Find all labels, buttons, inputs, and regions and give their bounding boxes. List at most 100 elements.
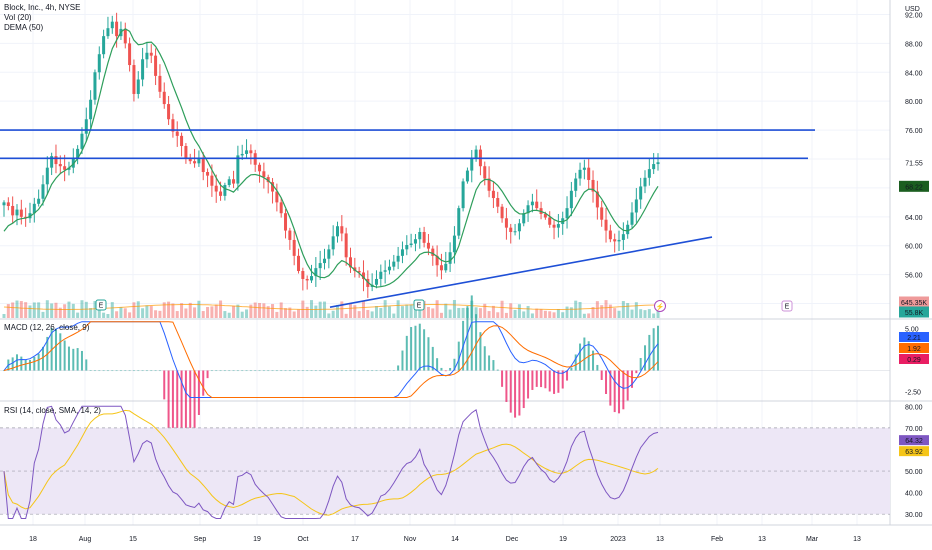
candle-body[interactable] [448,252,452,264]
candle-body[interactable] [297,255,301,272]
candle-body[interactable] [656,162,660,165]
candle-body[interactable] [530,201,534,206]
candle-body[interactable] [626,224,630,235]
candle-body[interactable] [353,267,357,272]
candle-body[interactable] [11,205,15,216]
candle-body[interactable] [15,209,19,216]
candle-body[interactable] [621,234,625,240]
candle-body[interactable] [543,213,547,218]
candle-body[interactable] [80,133,84,149]
candle-body[interactable] [452,235,456,253]
candle-body[interactable] [63,166,67,170]
candle-body[interactable] [340,226,344,234]
candle-body[interactable] [409,243,413,246]
candle-body[interactable] [465,170,469,182]
candle-body[interactable] [522,213,526,224]
candle-body[interactable] [145,52,149,60]
candle-body[interactable] [474,149,478,159]
candle-body[interactable] [197,159,201,164]
candle-body[interactable] [617,239,621,242]
candle-body[interactable] [67,167,71,170]
candle-body[interactable] [574,178,578,191]
candle-body[interactable] [435,255,439,266]
candle-body[interactable] [634,199,638,213]
candle-body[interactable] [32,203,36,214]
candle-body[interactable] [154,55,158,76]
candle-body[interactable] [318,263,322,269]
candle-body[interactable] [149,52,153,56]
candle-body[interactable] [305,278,309,281]
candle-body[interactable] [491,190,495,199]
candle-body[interactable] [19,209,23,217]
candle-body[interactable] [613,239,617,242]
earnings-badge[interactable] [413,299,425,311]
candle-body[interactable] [97,54,101,73]
candle-body[interactable] [496,198,500,207]
candle-body[interactable] [379,271,383,279]
candle-body[interactable] [470,158,474,171]
dema-legend[interactable]: DEMA (50) [4,23,44,32]
candle-body[interactable] [331,236,335,250]
candle-body[interactable] [240,153,244,156]
rsi-legend[interactable]: RSI (14, close, SMA, 14, 2) [4,406,101,415]
candle-body[interactable] [556,224,560,228]
candle-body[interactable] [604,219,608,231]
candle-body[interactable] [110,21,114,29]
candle-body[interactable] [591,179,595,192]
candle-body[interactable] [647,169,651,178]
candle-body[interactable] [136,79,140,94]
candle-body[interactable] [201,159,205,173]
candle-body[interactable] [258,164,262,172]
candle-body[interactable] [93,72,97,100]
candle-body[interactable] [89,99,93,120]
candle-body[interactable] [600,207,604,220]
candle-body[interactable] [431,248,435,256]
candle-body[interactable] [102,36,106,55]
macd-legend[interactable]: MACD (12, 26, close, 9) [4,323,90,332]
candle-body[interactable] [643,177,647,187]
support-trendline[interactable] [329,236,713,308]
candle-body[interactable] [162,91,166,105]
candle-body[interactable] [180,135,184,146]
candle-body[interactable] [115,21,119,37]
candle-body[interactable] [266,177,270,183]
candle-body[interactable] [301,271,305,279]
earnings-badge[interactable] [95,299,107,311]
candle-body[interactable] [6,202,10,206]
candle-body[interactable] [2,202,6,206]
candle-body[interactable] [344,233,348,258]
candle-body[interactable] [262,171,266,178]
candle-body[interactable] [284,213,288,231]
candle-body[interactable] [444,263,448,271]
candle-body[interactable] [418,231,422,240]
candle-body[interactable] [335,226,339,237]
candle-body[interactable] [314,268,318,277]
candle-body[interactable] [76,148,80,159]
candle-body[interactable] [323,258,327,264]
candle-body[interactable] [271,182,275,192]
candle-body[interactable] [517,223,521,232]
candle-body[interactable] [310,276,314,281]
candle-body[interactable] [387,266,391,271]
candle-body[interactable] [227,179,231,186]
candle-body[interactable] [171,119,175,132]
candle-body[interactable] [167,104,171,120]
candle-body[interactable] [223,185,227,196]
candle-body[interactable] [292,239,296,256]
candle-body[interactable] [275,191,279,203]
candle-body[interactable] [535,201,539,209]
candle-body[interactable] [578,169,582,179]
candle-body[interactable] [214,185,218,192]
candle-body[interactable] [652,164,656,170]
volume-legend[interactable]: Vol (20) [4,13,32,22]
candle-body[interactable] [487,178,491,191]
candle-body[interactable] [483,166,487,179]
candle-body[interactable] [526,205,530,214]
candle-body[interactable] [392,261,396,267]
candle-body[interactable] [500,206,504,219]
dividend-badge[interactable] [654,300,666,312]
candle-body[interactable] [439,265,443,271]
candle-body[interactable] [41,184,45,199]
candle-body[interactable] [422,231,426,243]
